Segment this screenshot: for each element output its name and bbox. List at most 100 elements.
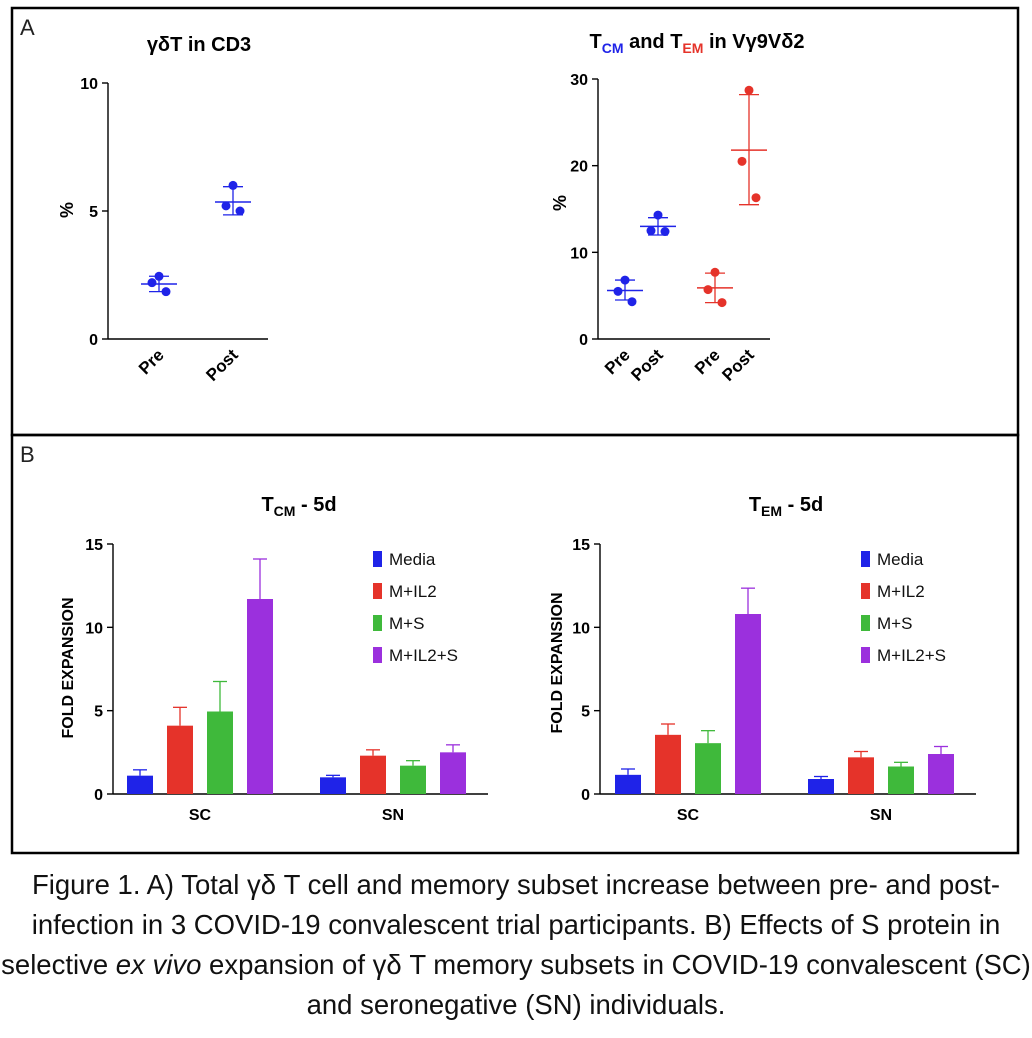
chart2-title: TCM and TEM in Vγ9Vδ2	[590, 31, 805, 56]
chart4-title-t: T	[749, 494, 761, 516]
chart4-legend-swatch	[861, 551, 870, 567]
chart4-bar	[695, 743, 721, 794]
chart3-bar	[207, 711, 233, 794]
chart1-ylabel: %	[57, 202, 77, 218]
chart4-y-tick-label: 0	[581, 787, 590, 804]
chart1-plot: 0 5 10 Pre Post	[80, 76, 268, 385]
chart4-legend-label: M+IL2	[877, 582, 925, 601]
chart1-x-tick-label: Post	[202, 345, 242, 385]
chart4-y-tick-label: 15	[572, 537, 590, 554]
chart3-x-tick-label: SC	[189, 807, 212, 824]
chart1-data-point	[235, 206, 245, 216]
chart4-bar	[615, 774, 641, 794]
chart3-bar	[360, 755, 386, 794]
chart3-y-tick-label: 15	[85, 537, 103, 554]
chart4-title-rest: - 5d	[782, 494, 823, 516]
chart1-y-tick-label: 0	[89, 332, 98, 349]
chart3-y-tick-label: 10	[85, 620, 103, 637]
chart3-y-tick-label: 5	[94, 704, 103, 721]
chart3-legend-label: Media	[389, 550, 436, 569]
chart2-data-point	[751, 193, 761, 203]
chart3-x-tick-label: SN	[382, 807, 404, 824]
chart2-y-tick-label: 30	[570, 72, 588, 89]
figure-caption: Figure 1. A) Total γδ T cell and memory …	[0, 865, 1032, 1025]
chart3-title-sub: CM	[274, 503, 296, 519]
chart4-y-tick-label: 5	[581, 704, 590, 721]
chart2-data-point	[660, 227, 670, 237]
chart3-legend-label: M+IL2+S	[389, 646, 458, 665]
chart3-bar	[400, 765, 426, 794]
chart2-data-point	[717, 298, 727, 308]
chart3-title: TCM - 5d	[261, 494, 336, 519]
chart2-y-tick-label: 0	[579, 332, 588, 349]
chart4-legend-label: Media	[877, 550, 924, 569]
chart3-legend-label: M+IL2	[389, 582, 437, 601]
chart3-legend-swatch	[373, 615, 382, 631]
chart3-bar	[320, 777, 346, 794]
chart3-plot: 0 5 10 15 SC SN	[85, 537, 488, 824]
chart2-data-point	[620, 275, 630, 285]
chart2-data-point	[627, 297, 637, 307]
chart2-data-point	[646, 226, 656, 236]
panel-b-frame	[10, 433, 1020, 855]
chart2-x-tick-label: Post	[627, 345, 667, 385]
chart2-title-rest: in Vγ9Vδ2	[703, 31, 804, 53]
chart3-y-tick-label: 0	[94, 787, 103, 804]
chart3-bar	[127, 775, 153, 794]
chart3-legend-swatch	[373, 583, 382, 599]
chart4-legend-swatch	[861, 647, 870, 663]
chart2-y-tick-label: 10	[570, 245, 588, 262]
chart4-bar	[735, 614, 761, 794]
panel-a-letter: A	[20, 15, 35, 40]
chart1-x-tick-label: Pre	[135, 345, 168, 378]
chart3-legend-swatch	[373, 647, 382, 663]
chart4-x-tick-label: SC	[677, 807, 700, 824]
chart3-legend-label: M+S	[389, 614, 424, 633]
chart4-bar	[928, 754, 954, 794]
chart2-title-and: and	[624, 31, 671, 53]
chart2-title-t2: T	[670, 31, 682, 53]
chart3-bar	[440, 752, 466, 794]
chart4-bar	[808, 779, 834, 794]
chart3-legend: Media M+IL2 M+S M+IL2+S	[373, 550, 458, 665]
chart4-y-tick-label: 10	[572, 620, 590, 637]
chart2-title-t1: T	[590, 31, 602, 53]
chart1-data-point	[228, 180, 238, 190]
chart4-x-tick-label: SN	[870, 807, 892, 824]
caption-text-2: expansion of γδ T memory subsets in COVI…	[201, 949, 1031, 1020]
chart3-bar	[247, 599, 273, 794]
caption-italic: ex vivo	[115, 949, 202, 980]
chart2-data-point	[613, 286, 623, 296]
chart4-legend: Media M+IL2 M+S M+IL2+S	[861, 550, 946, 665]
chart2-data-point	[744, 85, 754, 95]
chart2-data-point	[710, 267, 720, 277]
chart3-bar	[167, 725, 193, 794]
chart1-data-point	[147, 278, 157, 288]
chart4-title: TEM - 5d	[749, 494, 823, 519]
chart2-x-tick-label: Post	[718, 345, 758, 385]
panel-a-frame	[10, 6, 1020, 437]
chart4-legend-swatch	[861, 583, 870, 599]
chart2-title-sub2: EM	[682, 40, 703, 56]
chart3-title-t: T	[261, 494, 273, 516]
chart4-title-sub: EM	[761, 503, 782, 519]
chart1-title: γδT in CD3	[147, 34, 251, 56]
chart2-data-point	[653, 210, 663, 220]
chart3-legend-swatch	[373, 551, 382, 567]
chart4-bar	[848, 757, 874, 794]
chart2-y-tick-label: 20	[570, 159, 588, 176]
chart4-bar	[888, 766, 914, 794]
chart4-legend-label: M+S	[877, 614, 912, 633]
panel-b-letter: B	[20, 442, 35, 467]
chart1-y-tick-label: 5	[89, 204, 98, 221]
chart1-data-point	[161, 287, 171, 297]
chart2-data-point	[737, 156, 747, 166]
chart1-data-point	[154, 271, 164, 281]
chart2-ylabel: %	[550, 195, 570, 211]
chart4-plot: 0 5 10 15 SC SN	[572, 537, 976, 824]
chart2-data-point	[703, 285, 713, 295]
chart4-legend-label: M+IL2+S	[877, 646, 946, 665]
chart3-ylabel: FOLD EXPANSION	[60, 597, 77, 738]
chart4-legend-swatch	[861, 615, 870, 631]
